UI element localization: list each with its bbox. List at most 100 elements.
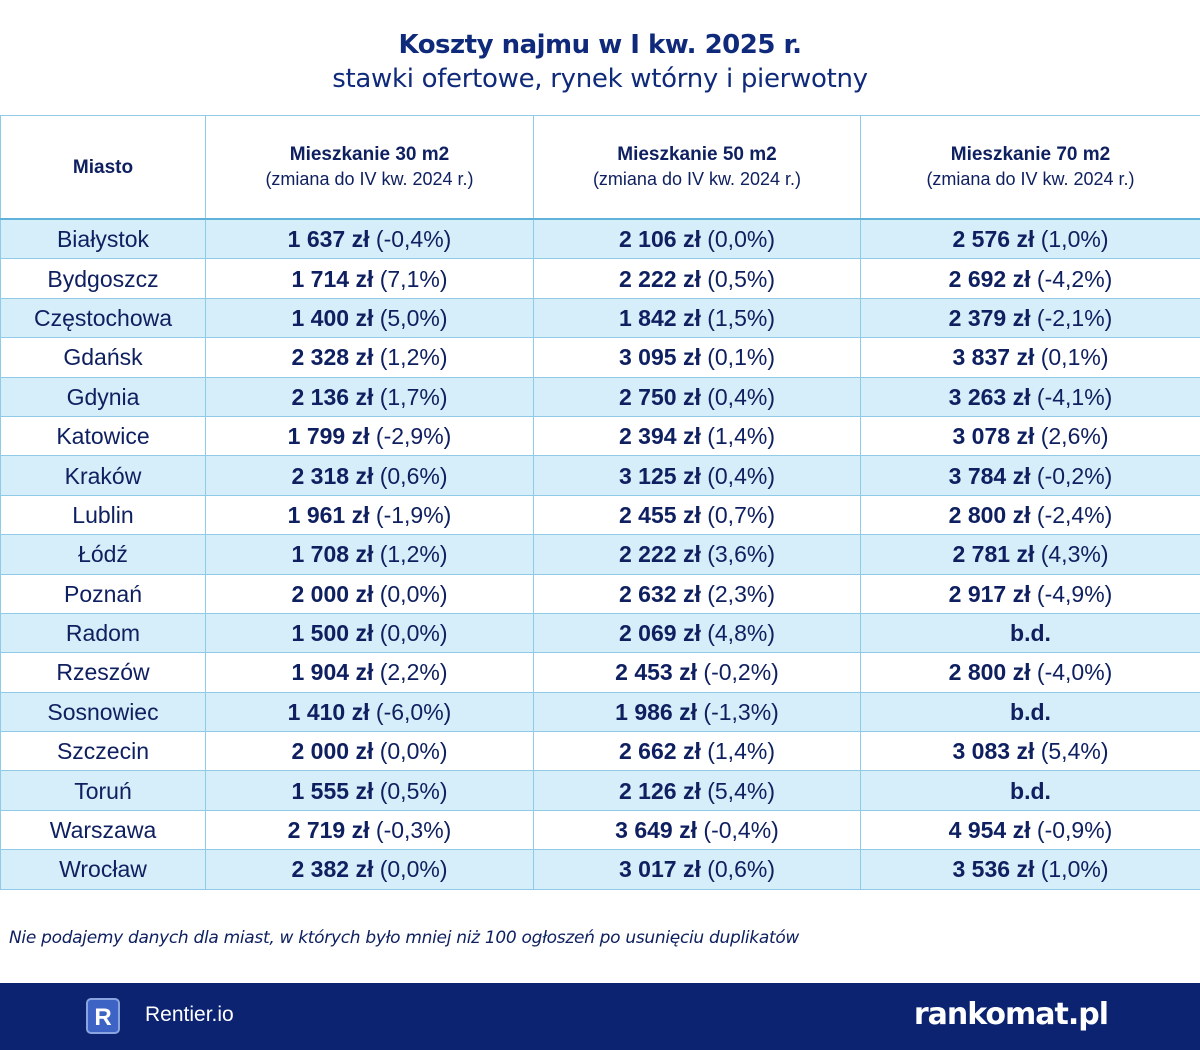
header-30m2: Mieszkanie 30 m2 (zmiana do IV kw. 2024 r… xyxy=(205,115,534,220)
rent-value: 3 125 zł xyxy=(619,462,701,489)
rent-change: (-2,1%) xyxy=(1036,304,1113,331)
table-row: Katowice 1 799 zł (-2,9%) 2 394 zł (1,4%) 3… xyxy=(0,415,1200,457)
rent-value: 1 799 zł xyxy=(287,423,370,450)
rent-change: (-0,9%) xyxy=(1036,817,1113,844)
city-cell: Radom xyxy=(0,612,206,654)
rent-change: (1,4%) xyxy=(707,738,775,765)
city-cell: Sosnowiec xyxy=(0,691,206,733)
rent-cell-c50: 3 095 zł (0,1%) xyxy=(533,337,861,378)
rent-change: (0,1%) xyxy=(1040,344,1109,371)
footer-bar: R Rentier.io rankomat.pl xyxy=(0,983,1200,1050)
title-subtitle: stawki ofertowe, rynek wtórny i pierwotn… xyxy=(332,64,868,94)
rent-cell-c30: 2 000 zł (0,0%) xyxy=(205,731,534,772)
rent-change: (-6,0%) xyxy=(375,698,452,725)
rentier-logo-icon: R xyxy=(86,998,120,1034)
rent-change: (0,0%) xyxy=(379,856,448,883)
rent-cell-c50: 1 842 zł (1,5%) xyxy=(533,297,861,339)
rent-value: 2 750 zł xyxy=(619,383,701,410)
rent-cell-c70: 3 784 zł (-0,2%) xyxy=(860,455,1200,496)
table-row: Gdańsk 2 328 zł (1,2%) 3 095 zł (0,1%) 3 83… xyxy=(0,337,1200,378)
rent-cell-c30: 2 000 zł (0,0%) xyxy=(205,573,534,614)
rent-value: 3 536 zł xyxy=(952,856,1035,883)
rent-value: 2 662 zł xyxy=(619,738,701,765)
rent-value: 3 083 zł xyxy=(952,738,1035,765)
table-row: Radom 1 500 zł (0,0%) 2 069 zł (4,8%) b.d. xyxy=(0,612,1200,654)
rent-change: (-1,9%) xyxy=(375,501,452,528)
rent-cell-c50: 2 750 zł (0,4%) xyxy=(533,376,861,417)
table-row: Gdynia 2 136 zł (1,7%) 2 750 zł (0,4%) 3 26… xyxy=(0,376,1200,417)
rent-change: (0,0%) xyxy=(379,738,448,765)
rent-change: (1,0%) xyxy=(1040,226,1109,253)
rent-change: (-4,2%) xyxy=(1036,265,1113,292)
rent-cell-c30: 1 637 zł (-0,4%) xyxy=(205,218,534,260)
rent-value: 1 904 zł xyxy=(291,659,374,686)
rent-cell-c30: 2 136 zł (1,7%) xyxy=(205,376,534,417)
city-cell: Kraków xyxy=(0,455,206,496)
rent-value: 1 708 zł xyxy=(291,541,374,568)
rent-change: (5,4%) xyxy=(1040,738,1109,765)
rent-cell-c50: 3 125 zł (0,4%) xyxy=(533,455,861,496)
rent-value: 1 637 zł xyxy=(287,226,370,253)
rent-cell-c70: 3 263 zł (-4,1%) xyxy=(860,376,1200,417)
rentier-name: Rentier.io xyxy=(145,1003,234,1026)
rent-cell-c70: 2 692 zł (-4,2%) xyxy=(860,258,1200,299)
rent-value: 1 714 zł xyxy=(291,265,374,292)
rent-cell-c70: 3 083 zł (5,4%) xyxy=(860,731,1200,772)
rent-value: 2 222 zł xyxy=(619,541,701,568)
rent-change: (2,3%) xyxy=(707,580,775,607)
header-50m2: Mieszkanie 50 m2 (zmiana do IV kw. 2024 r… xyxy=(533,115,861,220)
rent-change: (4,8%) xyxy=(707,620,775,647)
rent-change: (3,6%) xyxy=(707,541,775,568)
rent-value: 3 263 zł xyxy=(948,383,1031,410)
city-cell: Szczecin xyxy=(0,731,206,772)
rent-change: (0,4%) xyxy=(707,462,775,489)
rent-value: 1 986 zł xyxy=(615,698,698,725)
table-row: Łódź 1 708 zł (1,2%) 2 222 zł (3,6%) 2 781 … xyxy=(0,534,1200,575)
rent-cell-c50: 2 394 zł (1,4%) xyxy=(533,415,861,457)
rent-cell-c30: 2 382 zł (0,0%) xyxy=(205,849,534,890)
header-70m2: Mieszkanie 70 m2 (zmiana do IV kw. 2024 r… xyxy=(860,115,1200,220)
rent-cell-c70: 2 781 zł (4,3%) xyxy=(860,534,1200,575)
rent-cell-c70: 2 800 zł (-4,0%) xyxy=(860,652,1200,693)
rent-change: (0,6%) xyxy=(379,462,448,489)
rent-value: 2 379 zł xyxy=(948,304,1031,331)
rent-value: 2 800 zł xyxy=(948,659,1031,686)
rent-value: 1 961 zł xyxy=(287,501,370,528)
rent-change: (-2,4%) xyxy=(1036,501,1113,528)
rent-change: (0,5%) xyxy=(379,777,448,804)
city-cell: Bydgoszcz xyxy=(0,258,206,299)
rent-change: (7,1%) xyxy=(379,265,448,292)
rent-value: 3 078 zł xyxy=(952,423,1035,450)
rent-cell-c30: 1 708 zł (1,2%) xyxy=(205,534,534,575)
rent-change: (-4,1%) xyxy=(1036,383,1113,410)
rent-cell-c50: 2 126 zł (5,4%) xyxy=(533,770,861,811)
page-title: Koszty najmu w I kw. 2025 r. stawki ofer… xyxy=(0,28,1200,96)
rent-value: 3 095 zł xyxy=(619,344,701,371)
table-row: Sosnowiec 1 410 zł (-6,0%) 1 986 zł (-1,3%… xyxy=(0,691,1200,733)
rent-value: 2 917 zł xyxy=(948,580,1031,607)
city-cell: Warszawa xyxy=(0,809,206,851)
rent-change: (-4,0%) xyxy=(1036,659,1113,686)
rent-change: (1,2%) xyxy=(379,344,448,371)
rent-change: (-0,4%) xyxy=(703,817,779,844)
rent-change: (0,4%) xyxy=(707,383,775,410)
rent-value: 3 017 zł xyxy=(619,856,701,883)
rent-cell-c50: 3 017 zł (0,6%) xyxy=(533,849,861,890)
rent-value: 2 382 zł xyxy=(291,856,374,883)
city-cell: Katowice xyxy=(0,415,206,457)
rent-change: (0,0%) xyxy=(379,620,448,647)
rent-change: (4,3%) xyxy=(1040,541,1109,568)
rent-cell-c70: b.d. xyxy=(860,691,1200,733)
rent-value: 2 000 zł xyxy=(291,738,374,765)
city-cell: Rzeszów xyxy=(0,652,206,693)
rent-value: 2 000 zł xyxy=(291,580,374,607)
rent-change: (1,5%) xyxy=(707,304,775,331)
rent-cell-c30: 1 799 zł (-2,9%) xyxy=(205,415,534,457)
rent-value: 2 106 zł xyxy=(619,226,701,253)
rent-cell-c50: 3 649 zł (-0,4%) xyxy=(533,809,861,851)
table-row: Białystok 1 637 zł (-0,4%) 2 106 zł (0,0%)… xyxy=(0,218,1200,260)
rent-value: 2 455 zł xyxy=(619,501,701,528)
rent-change: (1,2%) xyxy=(379,541,448,568)
table-row: Warszawa 2 719 zł (-0,3%) 3 649 zł (-0,4%)… xyxy=(0,809,1200,851)
rent-value: 3 784 zł xyxy=(948,462,1031,489)
